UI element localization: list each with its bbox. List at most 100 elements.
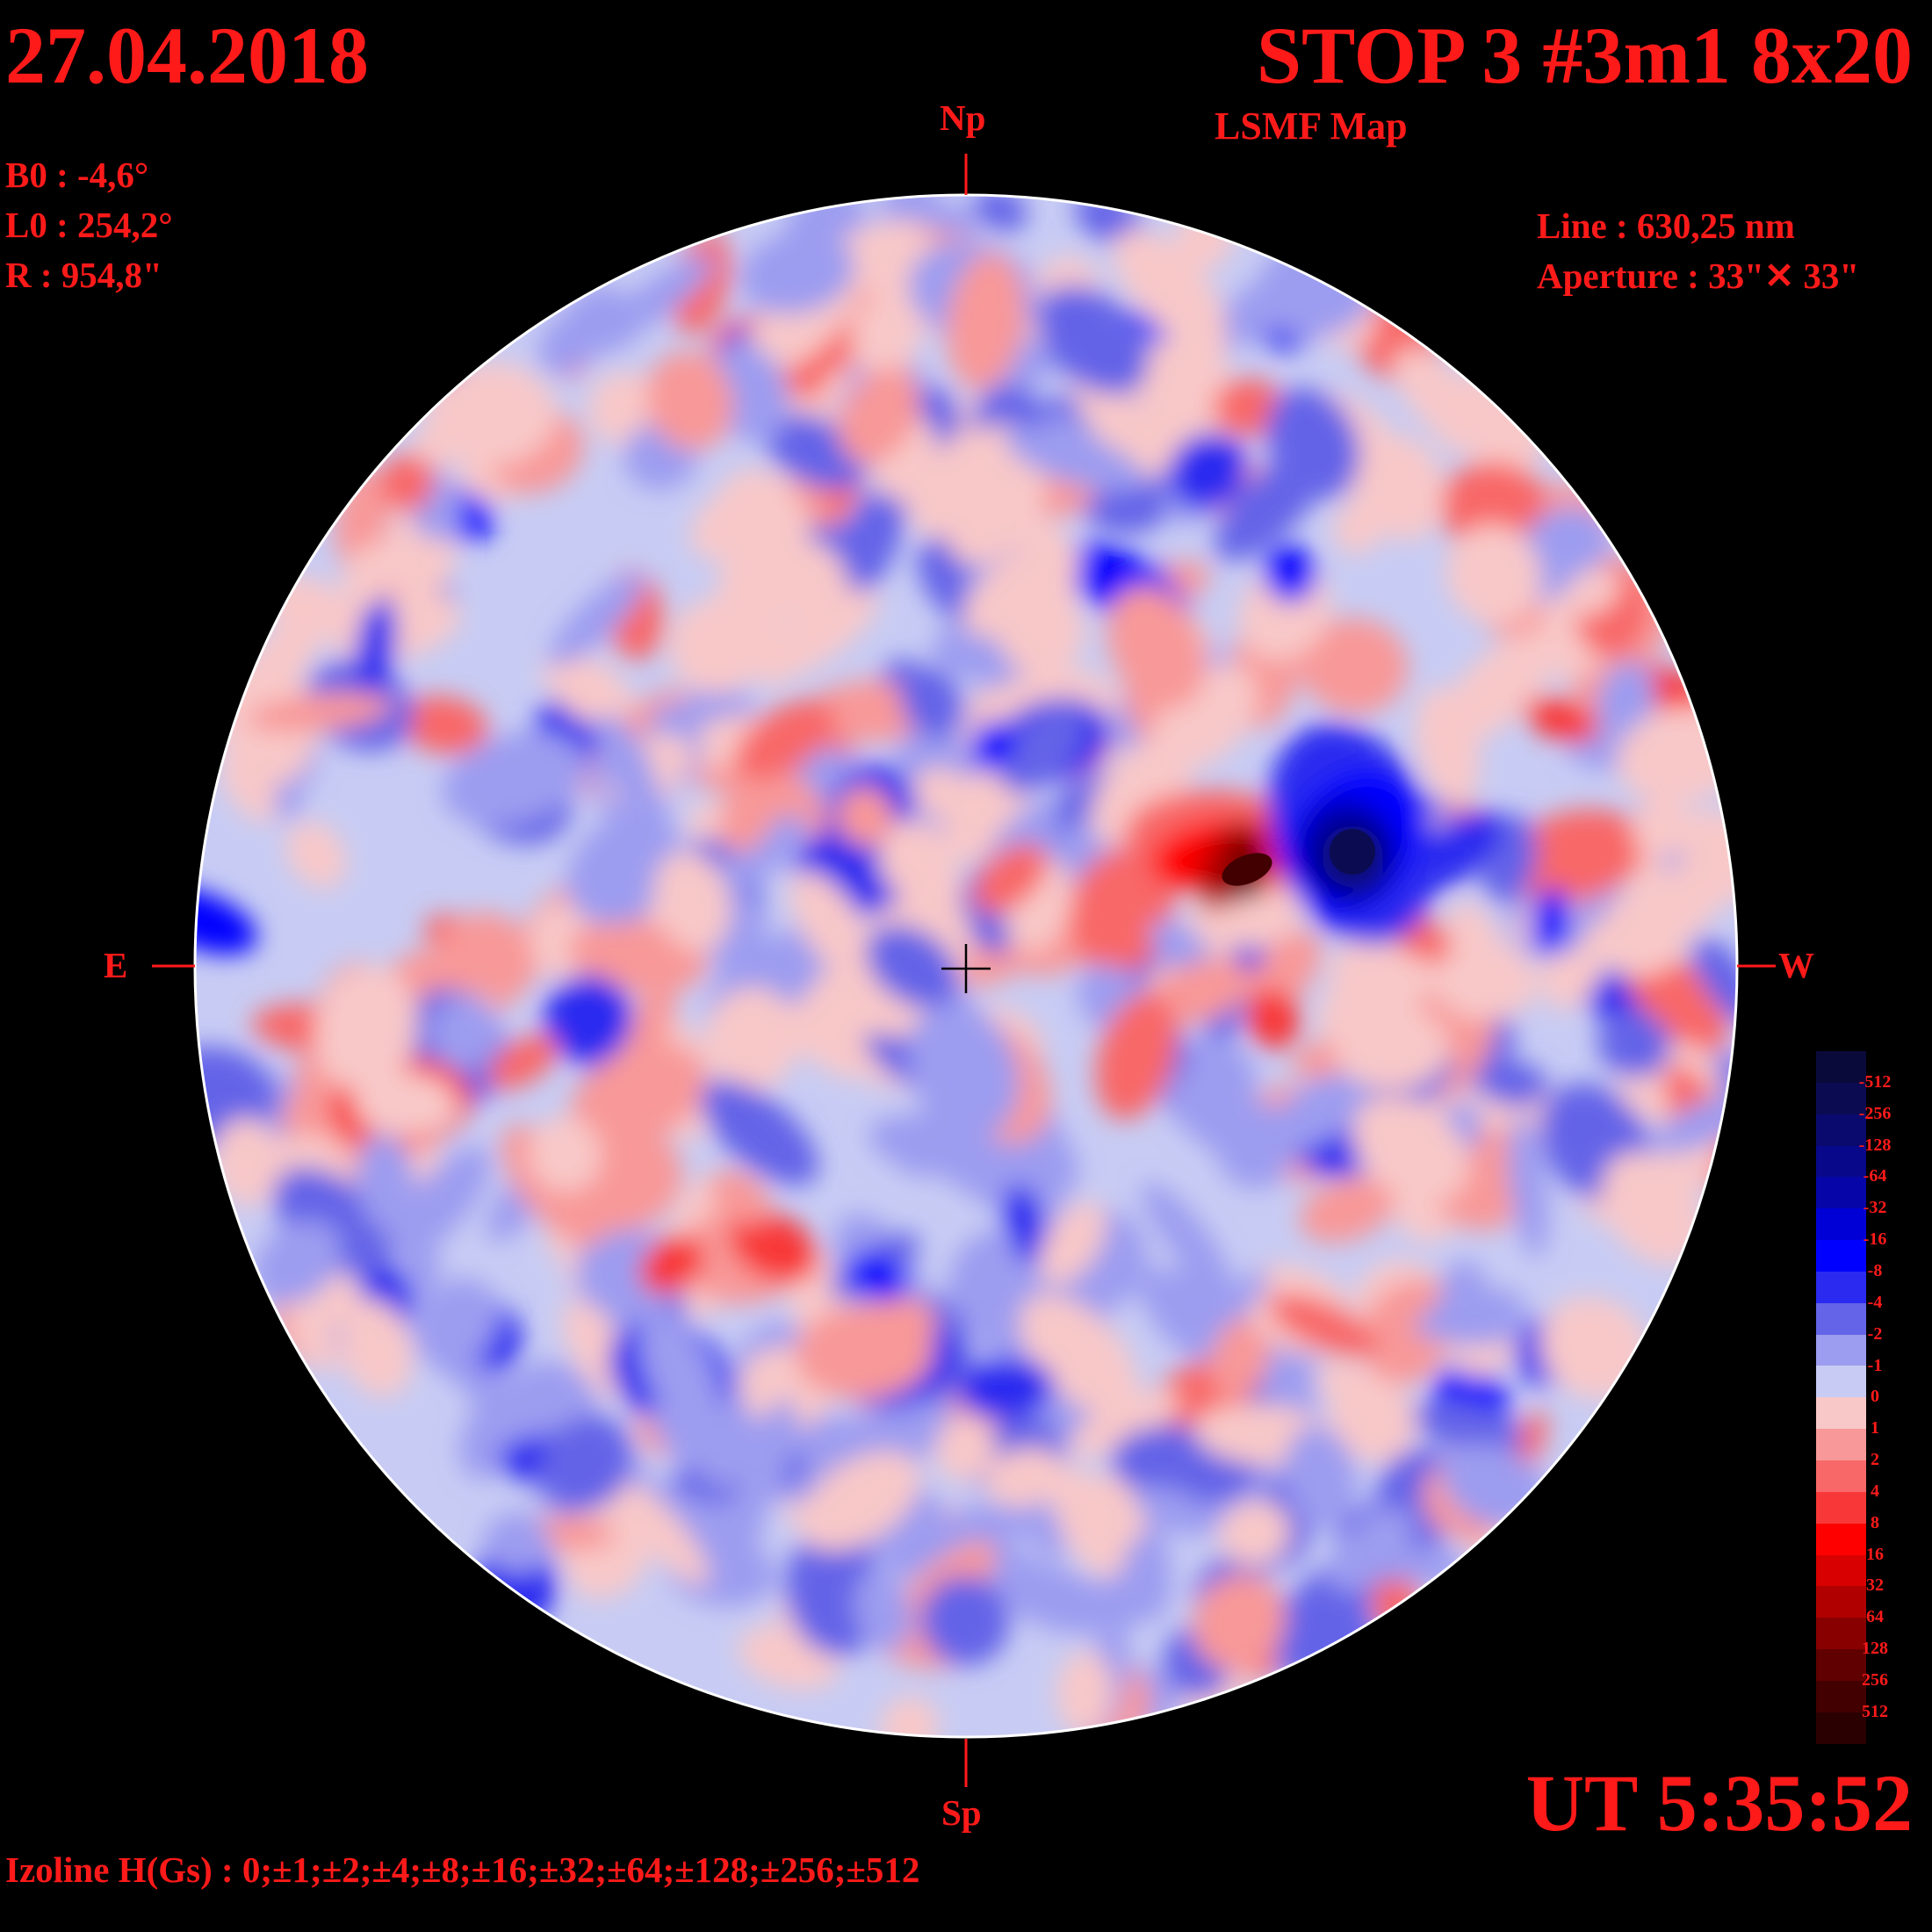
positive-field-patch [985, 1447, 1065, 1508]
color-scale-band [1816, 1586, 1866, 1618]
positive-field-patch [1563, 566, 1621, 616]
color-scale-label: 16 [1866, 1544, 1884, 1564]
color-scale-label: -32 [1863, 1198, 1887, 1218]
positive-field-patch [1394, 348, 1487, 448]
positive-field-patch [232, 604, 328, 714]
positive-field-patch [935, 1416, 996, 1481]
negative-field-patch [1284, 1424, 1358, 1528]
positive-field-patch [1213, 378, 1285, 436]
positive-field-patch [1446, 524, 1542, 625]
negative-field-patch [999, 704, 1085, 794]
positive-field-patch [1268, 1294, 1379, 1358]
color-scale-band [1816, 1397, 1866, 1430]
negative-field-patch [1508, 1115, 1549, 1258]
observation-date: 27.04.2018 [5, 11, 369, 100]
positive-field-patch [314, 966, 418, 1092]
positive-field-patch [1052, 1467, 1126, 1577]
positive-field-patch [1333, 499, 1384, 554]
negative-field-patch [357, 1133, 416, 1233]
negative-field-patch [920, 1575, 1010, 1666]
color-scale-bar [1816, 1051, 1866, 1744]
param-line: Line : 630,25 nm [1537, 205, 1795, 246]
positive-field-patch [1069, 847, 1175, 975]
color-scale-band [1816, 1366, 1866, 1398]
negative-field-patch [548, 573, 645, 667]
positive-field-patch [669, 598, 765, 694]
positive-field-patch [653, 851, 732, 952]
color-scale-label: -64 [1863, 1166, 1887, 1186]
positive-field-patch [690, 488, 766, 559]
negative-field-patch [1036, 285, 1150, 395]
negative-field-patch [732, 1398, 797, 1535]
negative-field-patch [544, 974, 633, 1063]
positive-field-patch [729, 1210, 819, 1283]
negative-field-patch [740, 230, 855, 314]
positive-field-patch [1442, 461, 1546, 538]
color-scale-band [1816, 1208, 1866, 1241]
positive-field-patch [851, 302, 916, 380]
negative-field-patch [1412, 1400, 1524, 1453]
negative-field-patch [1172, 1061, 1258, 1140]
color-scale-label: 32 [1866, 1575, 1884, 1596]
positive-field-patch [963, 540, 1080, 638]
color-scale-band [1816, 1082, 1866, 1114]
positive-field-patch [1209, 1316, 1272, 1397]
positive-field-patch [616, 1481, 710, 1586]
positive-field-patch [646, 350, 734, 451]
color-scale-band [1816, 1712, 1866, 1744]
color-scale-label: -128 [1858, 1135, 1892, 1155]
color-scale-band [1816, 1114, 1866, 1146]
negative-field-patch [539, 1415, 633, 1512]
negative-field-patch [854, 1570, 912, 1652]
west-label: W [1778, 945, 1814, 985]
positive-field-patch [353, 1071, 458, 1137]
positive-field-patch [1524, 697, 1598, 743]
negative-field-patch [1329, 1508, 1414, 1593]
negative-field-patch [1479, 1061, 1548, 1107]
positive-field-patch [1503, 809, 1647, 904]
negative-field-patch [355, 595, 397, 698]
positive-field-patch [425, 363, 557, 466]
color-scale-band [1816, 1145, 1866, 1178]
negative-field-patch [454, 1359, 535, 1435]
positive-field-patch [1193, 1574, 1286, 1671]
ut-time: UT 5:35:52 [1525, 1758, 1913, 1848]
negative-field-patch [484, 1512, 551, 1574]
positive-field-patch [1330, 934, 1412, 1020]
color-scale-band [1816, 1523, 1866, 1555]
positive-field-patch [839, 367, 920, 465]
positive-field-patch [400, 696, 489, 755]
positive-field-patch [720, 761, 781, 854]
positive-field-patch [1095, 992, 1178, 1120]
positive-field-patch [1601, 1151, 1705, 1265]
color-scale-label: -4 [1867, 1292, 1883, 1312]
negative-field-patch [1134, 1486, 1216, 1537]
param-b0: B0 : -4,6° [5, 155, 149, 195]
negative-core [1330, 829, 1375, 875]
positive-field-patch [570, 1042, 707, 1149]
positive-field-patch [342, 543, 391, 613]
positive-field-patch [1352, 1095, 1469, 1203]
negative-field-patch [442, 732, 586, 826]
positive-field-patch [1107, 586, 1206, 710]
negative-field-patch [1265, 387, 1360, 500]
positive-field-patch [286, 821, 347, 889]
color-scale-label: 128 [1862, 1639, 1888, 1659]
map-type: LSMF Map [1215, 105, 1408, 148]
positive-active-region [639, 1235, 704, 1294]
positive-field-patch [1019, 1294, 1139, 1416]
negative-active-region [848, 1253, 908, 1302]
color-scale-band [1816, 1177, 1866, 1209]
color-scale-label: -256 [1858, 1103, 1892, 1123]
negative-field-patch [195, 886, 257, 955]
positive-field-patch [946, 252, 1025, 391]
color-scale-band [1816, 1649, 1866, 1681]
east-label: E [104, 945, 128, 985]
positive-field-patch [1333, 1006, 1450, 1091]
negative-field-patch [639, 1316, 722, 1435]
param-aperture: Aperture : 33"✕ 33" [1537, 256, 1860, 296]
positive-field-patch [379, 453, 435, 512]
negative-field-patch [700, 1079, 819, 1186]
observation-title: STOP 3 #3m1 8x20 [1256, 11, 1913, 100]
color-scale-label: 256 [1862, 1670, 1888, 1690]
